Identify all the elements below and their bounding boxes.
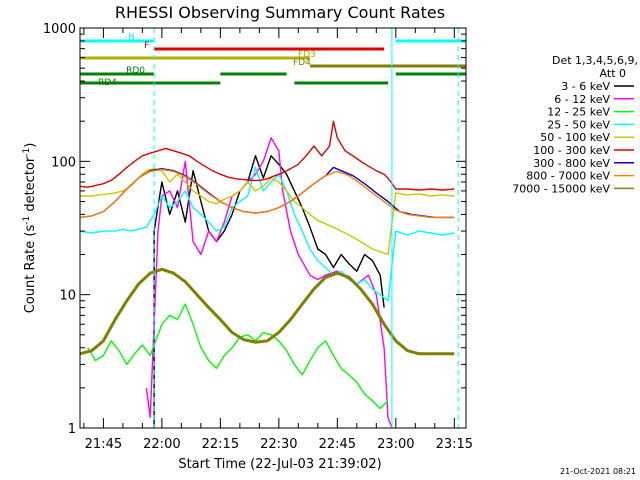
legend-entry: 100 - 300 keV [533,144,610,157]
series-line-2 [87,303,389,410]
x-axis-label: Start Time (22-Jul-03 21:39:02) [178,457,381,472]
legend-entry: 7000 - 15000 keV [512,182,610,195]
legend-entry: 800 - 7000 keV [526,170,610,183]
flag-label-f: F [144,41,149,51]
series-line-3 [79,166,455,302]
x-tick-label: 23:15 [436,437,473,452]
x-tick-label: 21:45 [85,437,122,452]
timestamp: 21-Oct-2021 08:21 [560,467,636,476]
y-tick-label: 1 [68,422,76,437]
legend-header: Det 1,3,4,5,6,9, [552,54,638,67]
y-tick-label: 1000 [43,22,76,37]
series-line-0 [153,155,385,428]
x-tick-label: 22:30 [260,437,297,452]
flag-label-rd0: RD0 [126,66,145,76]
series-line-6 [79,166,455,219]
y-tick-label: 10 [59,289,76,304]
chart-title: RHESSI Observing Summary Count Rates [115,3,445,22]
series-line-4 [80,168,455,256]
flag-label-rd4: RD4 [98,78,117,88]
series-line-5 [79,120,455,191]
flag-label-fd3: FD3 [298,50,316,60]
y-axis-label: Count Rate (s-1 detector-1) [22,143,38,314]
legend-entry: 300 - 800 keV [533,157,610,170]
x-tick-label: 22:00 [143,437,180,452]
x-tick-label: 22:45 [319,437,356,452]
series-line-8 [79,267,455,356]
plot-frame [79,27,467,429]
flag-label-n: N [128,33,135,43]
legend-entry: 6 - 12 keV [554,93,610,106]
legend-header: Att 0 [600,67,626,80]
legend-entry: 50 - 100 keV [540,131,610,144]
legend-entry: 25 - 50 keV [547,118,610,131]
legend-entry: 12 - 25 keV [547,106,610,119]
x-tick-label: 22:15 [202,437,239,452]
x-tick-label: 23:00 [377,437,414,452]
y-tick-label: 100 [51,155,76,170]
flag-label-fd4: FD4 [293,58,311,68]
legend-entry: 3 - 6 keV [561,80,610,93]
